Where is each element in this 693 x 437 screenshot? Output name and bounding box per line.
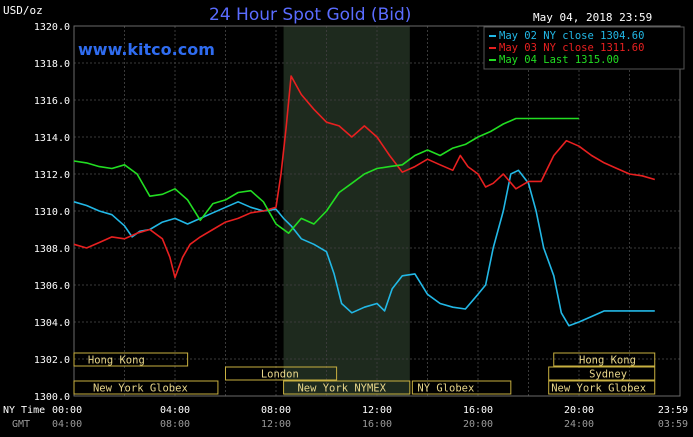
gmt-label: GMT [12,419,30,430]
y-tick-label: 1312.0 [34,170,70,181]
x-tick-label-ny: 16:00 [463,405,493,416]
chart-title: 24 Hour Spot Gold (Bid) [209,5,411,25]
session-label: London [261,369,299,381]
session-box [225,366,338,381]
session-label: New York Globex [93,383,188,395]
session-box [553,352,656,367]
session-label: New York Globex [551,383,646,395]
x-tick-label-gmt: 20:00 [463,419,493,430]
x-tick-label-ny: 23:59 [658,405,688,416]
y-tick-label: 1308.0 [34,244,70,255]
brand-link[interactable]: www.kitco.com [78,40,215,59]
x-tick-label-ny: 20:00 [564,405,594,416]
y-tick-label: 1306.0 [34,281,70,292]
plot-frame [73,25,681,397]
y-tick-label: 1318.0 [34,59,70,70]
series-line [73,117,579,234]
x-axis-ticks: 00:00 04:00 04:00 08:00 08:00 12:00 12:00 16:00… [52,405,688,430]
y-tick-label: 1310.0 [34,207,70,218]
session-box [73,380,219,395]
price-series [73,75,656,327]
legend-entry: May 03 NY close 1311.60 [499,42,644,54]
legend-entry: May 04 Last 1315.00 [499,54,619,66]
ny-time-label: NY Time [3,405,45,416]
x-tick-label-gmt: 24:00 [564,419,594,430]
session-label: NY Globex [417,383,474,395]
x-tick-label-ny: 00:00 [52,405,82,416]
session-box [73,352,189,367]
y-tick-label: 1320.0 [34,22,70,33]
legend-entry: May 02 NY close 1304.60 [499,30,644,42]
x-tick-label-gmt: 08:00 [160,419,190,430]
y-tick-label: 1316.0 [34,96,70,107]
y-axis-unit: USD/oz [3,4,43,17]
x-tick-label-gmt: 16:00 [362,419,392,430]
session-box [411,380,512,395]
y-tick-label: 1304.0 [34,318,70,329]
y-tick-label: 1300.0 [34,392,70,403]
market-sessions: Hong Kong London New York Globex New York N… [73,352,656,395]
x-tick-label-ny: 04:00 [160,405,190,416]
x-tick-label-ny: 08:00 [261,405,291,416]
session-box [548,380,656,395]
y-tick-label: 1314.0 [34,133,70,144]
x-tick-label-ny: 12:00 [362,405,392,416]
session-label: Hong Kong [88,355,145,367]
legend-box [483,26,685,70]
session-box [548,366,656,381]
session-box [283,380,411,395]
x-tick-label-gmt: 03:59 [658,419,688,430]
x-tick-label-gmt: 12:00 [261,419,291,430]
session-label: Hong Kong [579,355,636,367]
session-label: New York NYMEX [297,383,386,395]
session-label: Sydney [589,369,627,381]
x-tick-label-gmt: 04:00 [52,419,82,430]
timestamp: May 04, 2018 23:59 [533,11,652,24]
series-line [73,169,655,327]
y-axis-ticks: 1300.0 1302.0 1304.0 1306.0 1308.0 1310.0 1312… [34,22,70,403]
series-line [73,75,656,279]
y-tick-label: 1302.0 [34,355,70,366]
